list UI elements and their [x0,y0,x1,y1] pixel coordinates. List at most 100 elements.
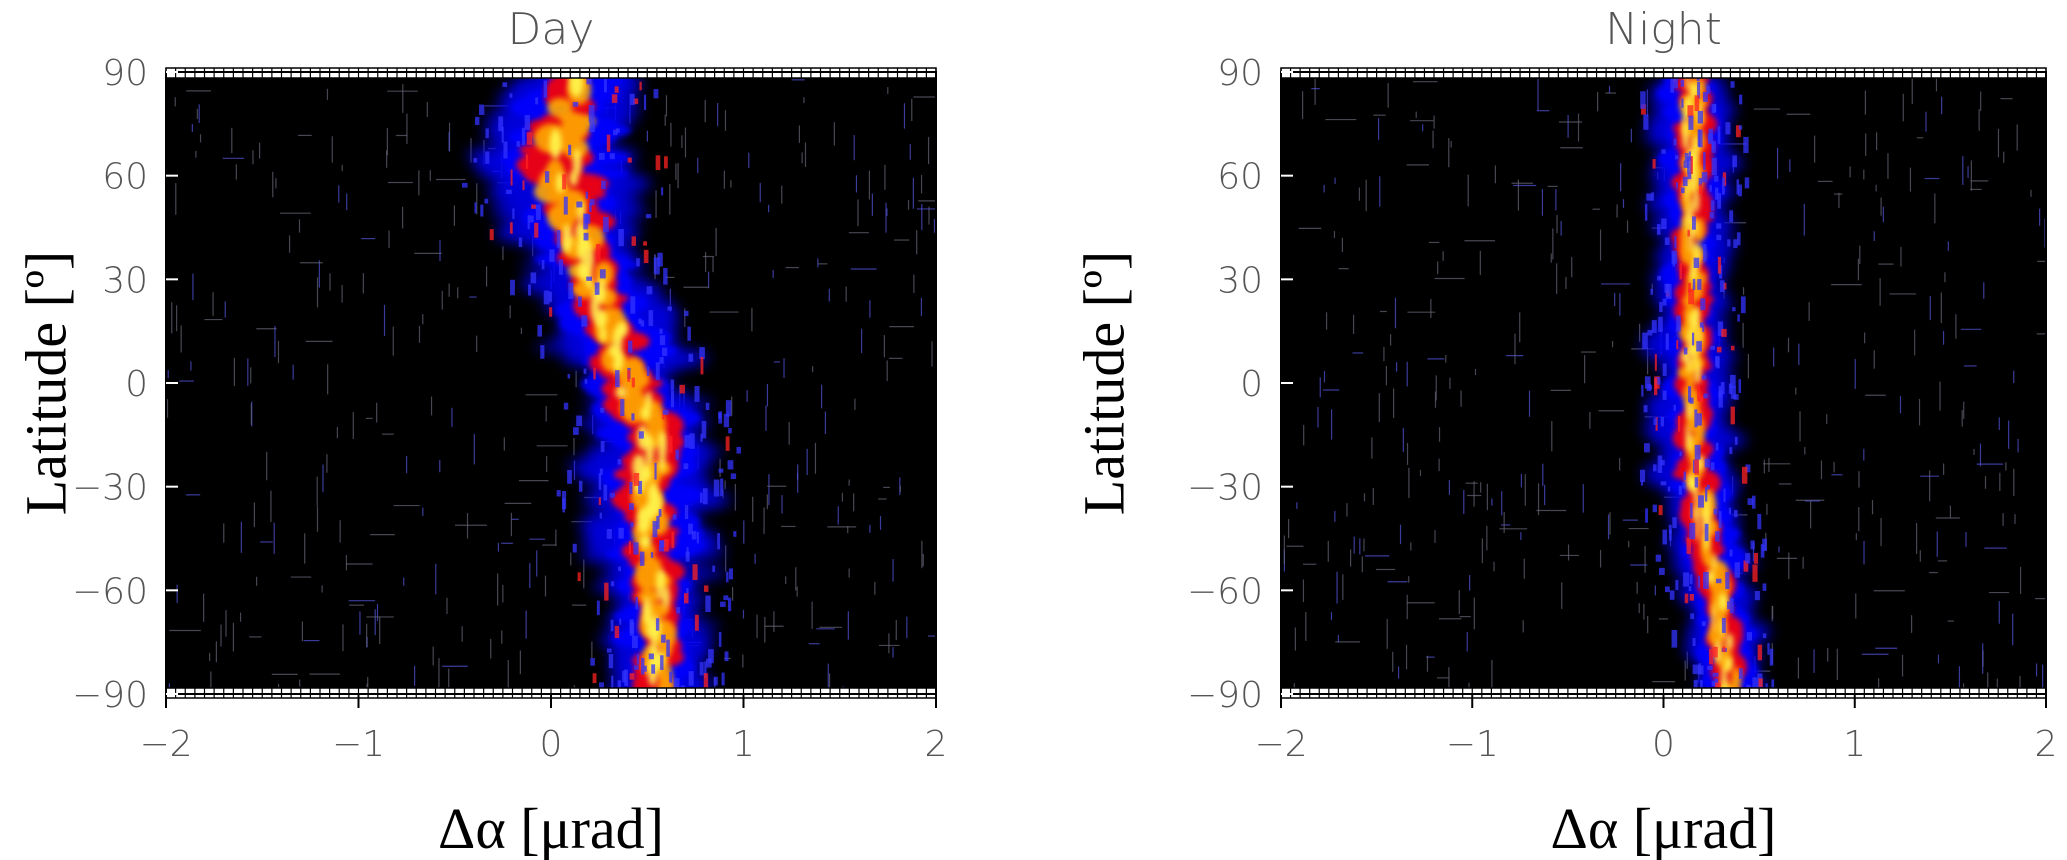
panel-1-scatter-mark [653,257,660,275]
panel-2-scatter-mark [1716,223,1722,229]
panel-2-scatter-mark [1694,458,1699,475]
panel-2-scatter-mark [1743,136,1749,154]
panel-2-intensity-blob [1687,199,1692,217]
panel-2-scatter-mark [1683,347,1688,355]
panel-2-scatter-mark [1698,395,1704,403]
panel-1-scatter-mark [577,572,581,582]
panel-1-x-tick-label: 2 [925,724,948,765]
panel-1-scatter-mark [588,105,595,123]
panel-2-intensity-blob [1692,188,1700,213]
panel-1-scatter-mark [704,661,707,679]
panel-1-scatter-mark [595,244,601,261]
panel-2-scatter-mark [1676,340,1679,350]
panel-1-scatter-mark [498,116,504,132]
panel-2-scatter-mark [1715,578,1722,584]
panel-2-scatter-mark [1710,462,1715,471]
panel-2-scatter-mark [1754,590,1760,601]
panel-1-y-tick-label: 60 [102,157,148,198]
panel-1-scatter-mark [684,435,690,448]
panel-1-scatter-mark [610,581,615,587]
panel-1-scatter-mark [541,259,545,270]
panel-1-scatter-mark [636,654,640,665]
panel-1-scatter-mark [728,428,732,434]
panel-1-scatter-mark [585,191,588,199]
panel-1-scatter-mark [725,400,732,417]
panel-1-scatter-mark [631,377,635,388]
panel-1-scatter-mark [672,514,677,520]
panel-1-scatter-mark [573,427,579,435]
panel-2-scatter-mark [1642,332,1648,350]
panel-2-y-tick-label: −60 [1187,571,1263,612]
panel-1-scatter-mark [692,564,698,581]
panel-2-scatter-mark [1708,133,1713,144]
panel-1-scatter-mark [727,597,732,612]
panel-1-scatter-mark [629,621,635,636]
panel-1-scatter-mark [543,80,548,98]
panel-2-scatter-mark [1698,495,1704,508]
panel-1-scatter-mark [633,542,639,555]
panel-2-scatter-mark [1699,322,1704,328]
panel-2-scatter-mark [1659,567,1665,575]
panel-1-scatter-mark [630,522,634,527]
panel-1-scatter-mark [667,306,672,311]
panel-2-scatter-mark [1643,405,1648,413]
panel-2-scatter-mark [1664,586,1670,593]
panel-2-scatter-mark [1687,386,1692,403]
panel-1-scatter-mark [629,481,633,495]
panel-2-scatter-mark [1650,288,1653,295]
panel-1-scatter-mark [635,596,638,610]
panel-1-scatter-mark [659,357,664,364]
panel-2-intensity-blob [1693,306,1701,328]
panel-1-x-tick-label: 1 [732,724,755,765]
panel-1-scatter-mark [611,94,618,103]
panel-2-scatter-mark [1729,210,1734,222]
panel-2-scatter-mark [1688,115,1694,130]
panel-2-intensity-blob [1696,325,1702,344]
panel-2-scatter-mark [1715,682,1721,690]
panel-2-scatter-mark [1660,460,1665,466]
panel-2-scatter-mark [1717,321,1724,336]
panel-2-scatter-mark [1701,375,1707,380]
panel-1-scatter-mark [509,222,513,234]
panel-1-scatter-mark [726,571,729,583]
panel-2-scatter-mark [1736,179,1740,195]
panel-2-scatter-mark [1700,298,1706,311]
panel-2-scatter-mark [1641,104,1646,115]
panel-1-intensity-blob [639,535,651,549]
panel-1-scatter-mark [627,369,631,382]
panel-1-scatter-mark [502,82,508,88]
panel-2-scatter-mark [1655,554,1662,562]
panel-2-scatter-mark [1708,648,1714,665]
panel-1-scatter-mark [727,460,734,470]
panel-2-scatter-mark [1723,488,1726,503]
panel-2-scatter-mark [1674,155,1679,160]
panel-1-scatter-mark [530,272,537,284]
panel-1-intensity-blob [661,585,671,609]
panel-1-scatter-mark [661,187,664,196]
panel-2-scatter-mark [1665,333,1669,350]
panel-2-scatter-mark [1696,341,1702,352]
panel-2-y-tick-label: 30 [1217,260,1263,301]
panel-2-scatter-mark [1752,677,1758,693]
panel-2-scatter-mark [1707,665,1713,670]
panel-1-scatter-mark [670,379,675,391]
panel-1-scatter-mark [675,449,679,460]
panel-1-intensity-blob [639,556,662,578]
panel-1-scatter-mark [586,276,592,281]
panel-2-intensity-blob [1711,602,1716,633]
panel-1-scatter-mark [627,157,632,163]
panel-2-scatter-mark [1717,256,1722,274]
panel-1-scatter-mark [679,384,685,394]
panel-2-scatter-mark [1698,129,1703,148]
panel-1-scatter-mark [685,551,690,562]
panel-2-scatter-mark [1738,184,1742,197]
panel-1-scatter-mark [688,523,693,535]
panel-2-scatter-mark [1713,103,1717,113]
panel-2-scatter-mark [1732,155,1737,168]
panel-2-y-tick-label: 0 [1240,364,1263,405]
panel-1-scatter-mark [537,324,543,337]
panel-2-scatter-mark [1692,664,1699,675]
panel-2-scatter-mark [1715,442,1719,451]
panel-1-scatter-mark [598,152,605,160]
